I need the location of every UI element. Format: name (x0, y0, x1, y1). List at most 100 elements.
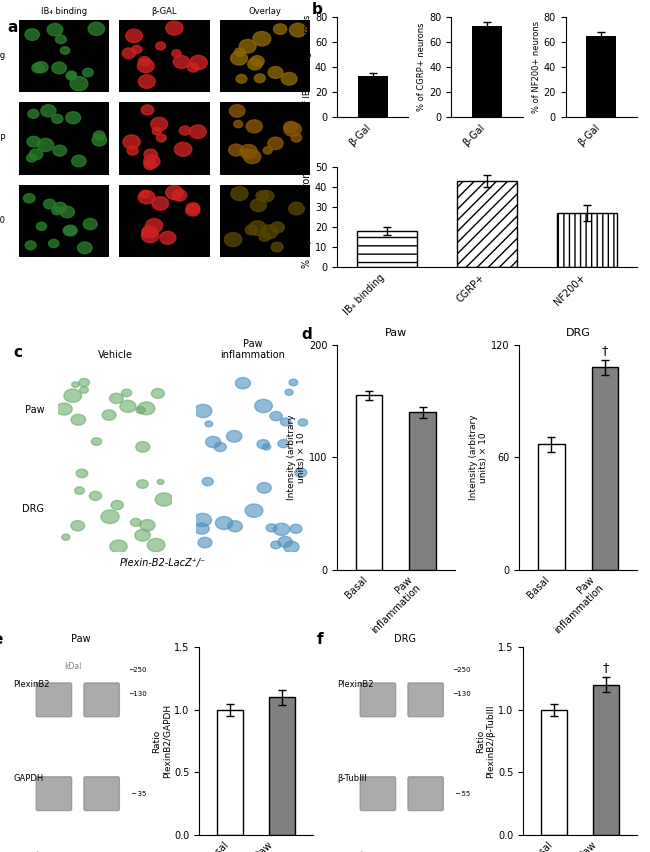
Text: ─250: ─250 (129, 667, 147, 673)
Text: c: c (13, 345, 22, 360)
Circle shape (173, 55, 189, 68)
Text: DRG: DRG (164, 20, 192, 32)
Circle shape (187, 203, 200, 214)
Circle shape (235, 377, 250, 389)
Y-axis label: % of CGRP+ neurons: % of CGRP+ neurons (417, 23, 426, 112)
Circle shape (90, 492, 101, 500)
Circle shape (138, 191, 155, 204)
Text: †: † (603, 661, 609, 674)
Circle shape (271, 222, 284, 233)
Circle shape (140, 190, 150, 198)
Circle shape (53, 202, 66, 213)
Circle shape (240, 145, 257, 158)
Circle shape (127, 147, 138, 155)
Circle shape (160, 232, 176, 245)
Circle shape (242, 149, 252, 156)
Circle shape (259, 191, 274, 202)
Text: β-GAL: β-GAL (151, 7, 177, 16)
Circle shape (120, 400, 136, 412)
Circle shape (229, 144, 244, 156)
Circle shape (37, 138, 54, 152)
Text: Paw
inflammation: Paw inflammation (220, 339, 285, 360)
Bar (472, 26, 502, 117)
Circle shape (248, 58, 262, 70)
Text: PlexinB2: PlexinB2 (13, 680, 49, 689)
Circle shape (44, 199, 55, 209)
Text: †: † (602, 344, 608, 357)
Text: ─130: ─130 (129, 691, 147, 697)
Text: e: e (0, 632, 3, 648)
Circle shape (47, 23, 63, 36)
Circle shape (75, 486, 84, 494)
Circle shape (295, 468, 307, 477)
Circle shape (51, 114, 63, 124)
Text: IB₄ binding: IB₄ binding (41, 7, 87, 16)
Circle shape (52, 206, 62, 215)
Circle shape (289, 202, 304, 215)
Circle shape (144, 149, 157, 160)
Text: Basal: Basal (21, 850, 46, 852)
Circle shape (205, 436, 220, 447)
Circle shape (233, 120, 242, 128)
Text: ─130: ─130 (453, 691, 471, 697)
Text: β-TubIII: β-TubIII (337, 774, 367, 783)
Circle shape (94, 131, 105, 141)
Circle shape (239, 39, 256, 53)
Circle shape (194, 523, 209, 534)
Y-axis label: % of NF200+ neurons: % of NF200+ neurons (532, 21, 541, 113)
FancyBboxPatch shape (408, 777, 443, 810)
Circle shape (64, 225, 77, 236)
Circle shape (141, 105, 153, 115)
Circle shape (34, 61, 48, 72)
Circle shape (283, 121, 298, 133)
Y-axis label: Intensity (arbitrary
units) × 10: Intensity (arbitrary units) × 10 (287, 414, 306, 500)
Circle shape (110, 540, 127, 553)
Circle shape (194, 514, 211, 527)
Circle shape (268, 137, 283, 150)
Circle shape (101, 509, 119, 524)
Circle shape (250, 55, 264, 66)
Circle shape (194, 405, 212, 417)
Circle shape (32, 63, 44, 73)
Text: IB₄ binding: IB₄ binding (0, 51, 5, 60)
Circle shape (259, 233, 270, 241)
Circle shape (146, 219, 162, 233)
Circle shape (266, 524, 277, 532)
Circle shape (29, 149, 43, 159)
Bar (586, 36, 616, 117)
Text: Basal: Basal (346, 850, 369, 852)
Circle shape (64, 389, 82, 402)
Circle shape (186, 204, 200, 216)
Circle shape (231, 187, 248, 200)
Circle shape (198, 538, 212, 548)
Circle shape (261, 225, 278, 239)
Circle shape (179, 126, 190, 135)
Circle shape (157, 134, 166, 142)
Circle shape (60, 47, 70, 55)
FancyBboxPatch shape (360, 777, 396, 810)
Bar (357, 231, 417, 268)
Circle shape (202, 477, 213, 486)
Circle shape (144, 155, 160, 168)
Circle shape (270, 412, 282, 421)
Circle shape (257, 440, 269, 449)
Bar (356, 395, 382, 570)
Text: GAPDH: GAPDH (13, 774, 44, 783)
Circle shape (142, 226, 157, 238)
Circle shape (227, 521, 242, 532)
Bar (410, 412, 436, 570)
Circle shape (135, 529, 150, 541)
Circle shape (244, 150, 261, 164)
Circle shape (49, 239, 59, 248)
Circle shape (80, 387, 88, 394)
Circle shape (77, 242, 92, 254)
Text: b: b (312, 2, 323, 17)
FancyBboxPatch shape (36, 683, 72, 717)
Y-axis label: Intensity (arbitrary
units) × 10: Intensity (arbitrary units) × 10 (469, 414, 488, 500)
Circle shape (298, 419, 307, 426)
Circle shape (140, 520, 155, 531)
FancyBboxPatch shape (84, 683, 120, 717)
Circle shape (172, 49, 181, 57)
Text: Plexin-B2-LacZ⁺/⁻: Plexin-B2-LacZ⁺/⁻ (120, 558, 206, 567)
Text: ─250: ─250 (453, 667, 471, 673)
